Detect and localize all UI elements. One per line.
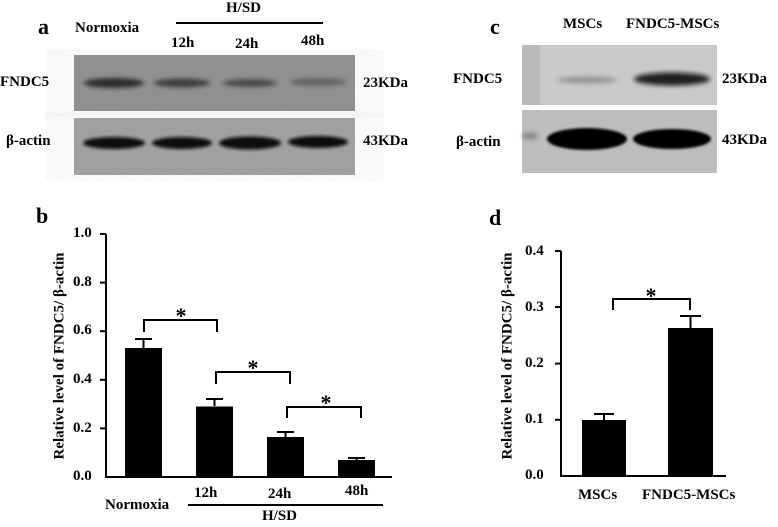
svg-text:*: * — [176, 303, 187, 328]
panel-c-letter: c — [490, 14, 500, 39]
chart-d-bars — [582, 328, 713, 476]
y-tick-0.2: 0.2 — [525, 355, 544, 371]
size-label-43kda: 43KDa — [363, 133, 408, 149]
chart-b-significance-brackets — [143, 319, 362, 418]
group-label-hsd: H/SD — [226, 0, 262, 16]
group-line-hsd — [188, 504, 383, 506]
bar-24h — [267, 437, 304, 477]
row-label-fndc5: FNDC5 — [0, 74, 50, 90]
x-label-48h: 48h — [345, 483, 369, 499]
x-label-fndc5-mscs: FNDC5-MSCs — [642, 487, 736, 503]
x-label-24h: 24h — [268, 486, 292, 502]
lane-label-48h: 48h — [301, 33, 325, 49]
panel-d-letter: d — [489, 205, 502, 230]
y-tick-0.0: 0.0 — [525, 467, 544, 483]
chart-d-significance-bracket — [612, 298, 691, 310]
bar-normoxia — [125, 348, 162, 477]
group-label-hsd: H/SD — [262, 508, 298, 524]
y-tick-0.4: 0.4 — [73, 371, 92, 387]
y-tick-1.0: 1.0 — [73, 225, 92, 241]
row-label-beta-actin: β-actin — [6, 133, 51, 149]
bar-48h — [338, 460, 375, 477]
bar-mscs — [582, 420, 626, 476]
bar-12h — [196, 406, 233, 477]
chart-b-significance-stars: * * * — [176, 303, 332, 415]
lane-label-mscs: MSCs — [563, 16, 603, 32]
y-tick-0.2: 0.2 — [73, 420, 92, 436]
svg-text:*: * — [321, 390, 332, 415]
lane-label-fndc5-mscs: FNDC5-MSCs — [626, 16, 720, 32]
y-tick-0.8: 0.8 — [73, 274, 92, 290]
lane-label-24h: 24h — [235, 36, 259, 52]
y-tick-0.6: 0.6 — [73, 322, 92, 338]
lane-label-12h: 12h — [171, 35, 195, 51]
x-label-mscs: MSCs — [578, 487, 618, 503]
chart-d-significance-star: * — [646, 283, 657, 308]
y-tick-0.0: 0.0 — [73, 468, 92, 484]
y-tick-0.1: 0.1 — [525, 411, 544, 427]
lane-label-normoxia: Normoxia — [75, 20, 140, 36]
x-label-normoxia: Normoxia — [105, 497, 170, 513]
bar-fndc5-mscs — [668, 328, 713, 476]
blot-c-beta-actin-strip — [522, 110, 717, 173]
chart-d-error-bars — [594, 315, 701, 420]
size-label-43kda: 43KDa — [722, 132, 767, 148]
row-label-fndc5: FNDC5 — [453, 71, 503, 87]
y-tick-0.4: 0.4 — [525, 243, 544, 259]
size-label-23kda: 23KDa — [363, 75, 408, 91]
size-label-23kda: 23KDa — [722, 71, 767, 87]
panel-b-letter: b — [36, 203, 49, 228]
chart-b-bars — [125, 348, 375, 477]
x-label-12h: 12h — [194, 485, 218, 501]
blot-a-beta-actin-strip — [74, 118, 355, 175]
svg-text:*: * — [248, 355, 259, 380]
panel-a-letter: a — [38, 14, 49, 39]
y-tick-0.3: 0.3 — [525, 299, 544, 315]
group-line-hsd — [176, 22, 323, 24]
chart-b-error-bars — [135, 338, 365, 460]
blot-c-fndc5-strip — [522, 45, 717, 105]
blot-a-fndc5-strip — [74, 55, 355, 111]
row-label-beta-actin: β-actin — [456, 134, 501, 150]
